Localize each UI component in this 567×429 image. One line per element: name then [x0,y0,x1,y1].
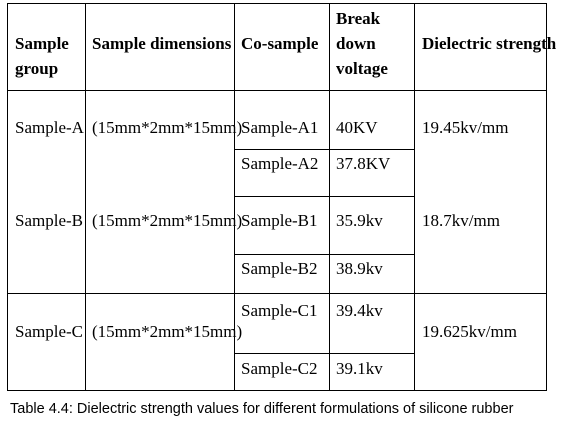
table-border-bottom [7,390,547,391]
row-divider-c1 [234,353,414,354]
row-divider-b1 [234,254,414,255]
header-dielectric-strength: Dielectric strength [422,34,557,53]
row-divider-a2 [234,196,414,197]
group-label: Sample-B [15,211,83,230]
header-sample-dimensions: Sample dimensions [92,34,232,53]
column-divider-4 [414,3,415,391]
breakdown-voltage-cell: 40KV [336,118,378,137]
dimensions-cell: (15mm*2mm*15mm) [92,118,243,137]
co-sample-cell: Sample-A2 [241,154,319,173]
co-sample-cell: Sample-C2 [241,359,318,378]
column-divider-1 [85,3,86,391]
header-divider [7,90,547,91]
breakdown-voltage-cell: 39.1kv [336,359,383,378]
column-divider-2 [234,3,235,391]
co-sample-cell: Sample-B2 [241,259,318,278]
header-breakdown-voltage: Break down voltage [336,9,388,78]
group-label: Sample-A [15,118,84,137]
breakdown-voltage-cell: 39.4kv [336,301,383,320]
column-divider-3 [329,3,330,391]
row-divider-a1 [234,149,414,150]
dielectric-strength-cell: 19.625kv/mm [422,322,517,341]
header-co-sample: Co-sample [241,34,319,53]
dielectric-strength-cell: 18.7kv/mm [422,211,500,230]
header-sample-group: Sample group [15,34,69,78]
dimensions-cell: (15mm*2mm*15mm) [92,211,243,230]
table-border-right [546,3,547,391]
group-label: Sample-C [15,322,83,341]
table-caption: Table 4.4: Dielectric strength values fo… [10,401,514,417]
breakdown-voltage-cell: 38.9kv [336,259,383,278]
table-border-left [7,3,8,391]
co-sample-cell: Sample-A1 [241,118,319,137]
co-sample-cell: Sample-C1 [241,301,318,320]
breakdown-voltage-cell: 37.8KV [336,154,391,173]
dimensions-cell: (15mm*2mm*15mm) [92,322,243,341]
table-border-top [7,3,547,4]
dielectric-strength-cell: 19.45kv/mm [422,118,509,137]
breakdown-voltage-cell: 35.9kv [336,211,383,230]
group-divider-c [7,293,547,294]
co-sample-cell: Sample-B1 [241,211,318,230]
